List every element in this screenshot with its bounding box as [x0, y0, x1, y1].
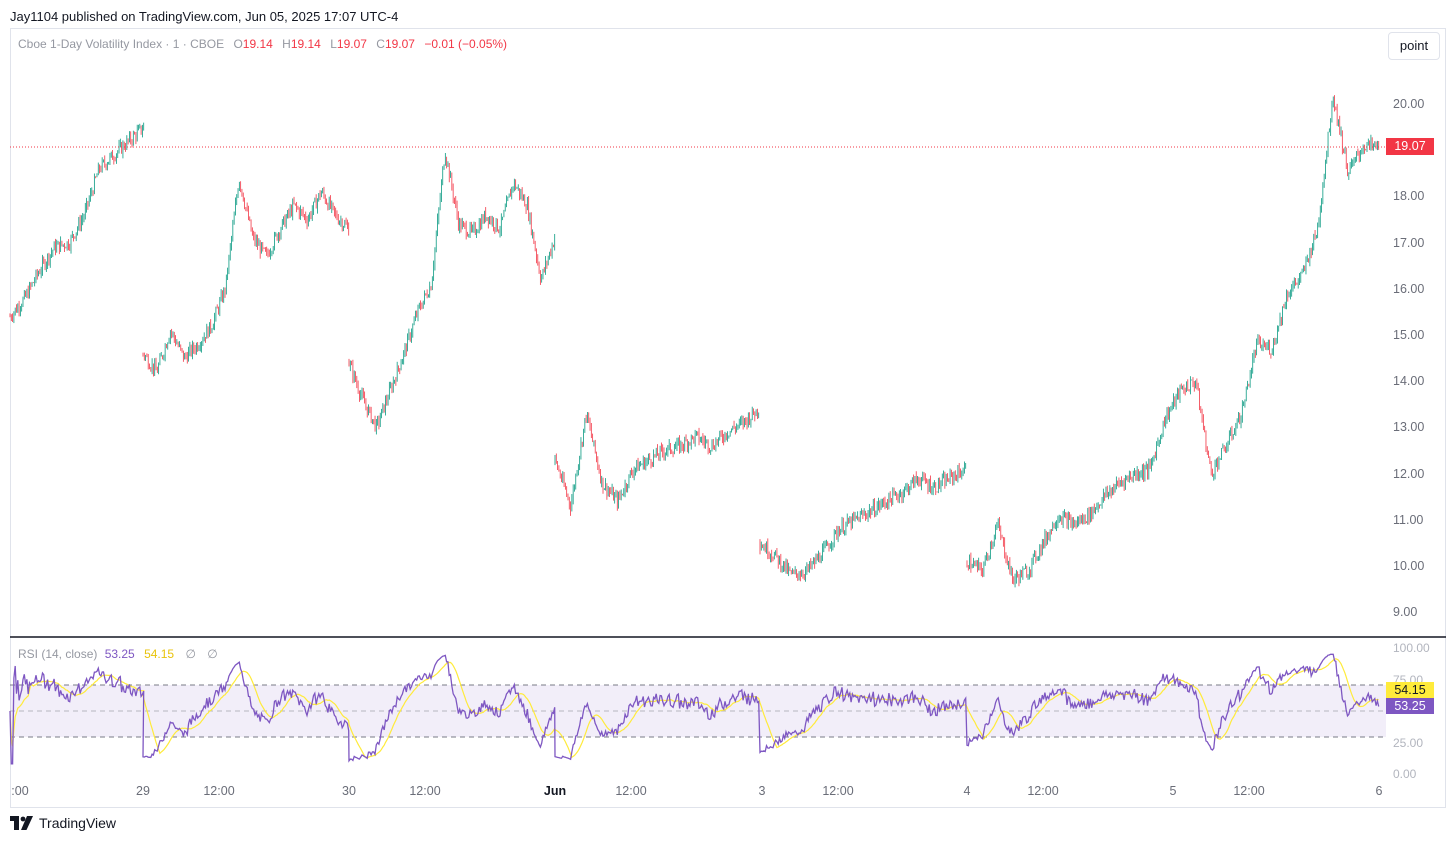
open-label: O [233, 37, 243, 51]
last-price-label: 19.07 [1386, 138, 1434, 155]
time-tick: 4 [963, 784, 971, 798]
price-tick: 11.00 [1393, 512, 1424, 527]
high-value: 19.14 [290, 37, 321, 51]
time-tick: 12:00 [822, 784, 854, 798]
price-tick: 13.00 [1393, 420, 1425, 435]
high-label: H [282, 37, 291, 51]
time-tick: 12:00 [615, 784, 647, 798]
open-value: 19.14 [242, 37, 273, 51]
published-caption: Jay1104 published on TradingView.com, Ju… [10, 9, 399, 24]
price-tick: 9.00 [1393, 605, 1418, 620]
time-tick: 12:00 [1233, 784, 1265, 798]
close-value: 19.07 [384, 37, 415, 51]
time-tick: Jun [543, 784, 567, 798]
chart-frame [10, 28, 1446, 808]
time-tick: 30 [342, 784, 356, 798]
symbol-title: Cboe 1-Day Volatility Index · 1 · CBOE [18, 37, 225, 51]
time-tick: 12:00 [409, 784, 441, 798]
price-tick: 10.00 [1393, 559, 1425, 573]
rsi-legend: RSI (14, close) 53.25 54.15 ∅ ∅ [18, 647, 218, 661]
rsi-ma-label: 54.15 [1386, 682, 1434, 698]
time-tick: 29 [136, 784, 150, 798]
rsi-tick: 100.00 [1393, 641, 1430, 655]
symbol-legend: Cboe 1-Day Volatility Index · 1 · CBOE O… [18, 37, 507, 51]
low-label: L [330, 37, 337, 51]
time-tick: 5 [1169, 784, 1177, 798]
close-label: C [376, 37, 385, 51]
time-tick: 12:00 [203, 784, 235, 798]
price-tick: 12.00 [1393, 466, 1425, 481]
price-tick: 15.00 [1393, 328, 1425, 342]
time-tick: 3 [758, 784, 766, 798]
rsi-title: RSI (14, close) [18, 647, 98, 661]
time-tick: 6 [1375, 784, 1383, 798]
price-tick: 17.00 [1393, 235, 1425, 250]
price-tick: 16.00 [1393, 281, 1425, 296]
rsi-value: 53.25 [104, 647, 135, 661]
point-button[interactable]: point [1388, 32, 1440, 60]
time-tick: :00 [11, 784, 29, 798]
time-tick: 12:00 [1027, 784, 1059, 798]
price-tick: 20.00 [1393, 97, 1425, 111]
low-value: 19.07 [336, 37, 367, 51]
rsi-na-1: ∅ [185, 647, 196, 661]
rsi-line [9, 653, 1380, 765]
change-value: −0.01 (−0.05%) [424, 37, 508, 51]
rsi-value-label: 53.25 [1386, 698, 1434, 714]
rsi-na-2: ∅ [207, 647, 218, 661]
price-tick: 14.00 [1393, 374, 1425, 389]
rsi-tick: 0.00 [1393, 767, 1417, 781]
tradingview-logo[interactable]: TradingView [10, 815, 116, 831]
rsi-ma-value: 54.15 [144, 647, 175, 661]
candlestick-series [9, 95, 1380, 588]
tradingview-brand: TradingView [39, 815, 117, 831]
tradingview-logo-icon [10, 816, 33, 830]
rsi-tick: 25.00 [1393, 735, 1424, 750]
price-tick: 18.00 [1393, 189, 1425, 204]
